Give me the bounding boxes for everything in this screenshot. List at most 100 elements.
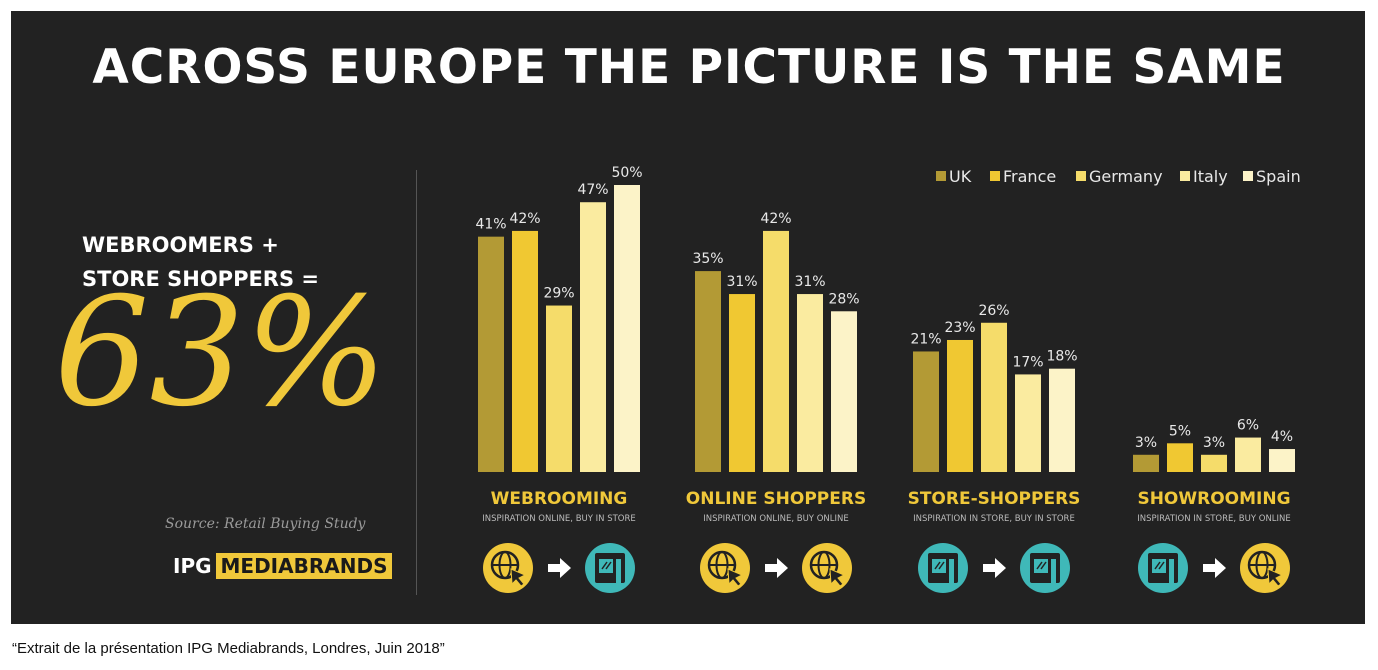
arrow-right-icon bbox=[1203, 558, 1226, 578]
store-icon bbox=[1138, 543, 1188, 593]
category-description: INSPIRATION ONLINE, BUY ONLINE bbox=[703, 514, 848, 524]
arrow-right-icon bbox=[983, 558, 1006, 578]
bar bbox=[831, 311, 857, 472]
legend-item: Italy bbox=[1180, 167, 1228, 186]
legend-label: Spain bbox=[1256, 167, 1301, 186]
data-label: 6% bbox=[1237, 418, 1259, 434]
category-label: SHOWROOMING bbox=[1137, 489, 1290, 509]
cursor-pointer bbox=[727, 568, 744, 587]
headline-percentage: 63% bbox=[54, 266, 388, 440]
bar bbox=[695, 271, 721, 472]
data-label: 3% bbox=[1135, 435, 1157, 451]
window-glare bbox=[1040, 561, 1047, 570]
bar bbox=[947, 339, 973, 472]
caption: “Extrait de la présentation IPG Mediabra… bbox=[12, 640, 445, 657]
bar bbox=[981, 322, 1007, 472]
store-door bbox=[616, 559, 621, 583]
category-label: WEBROOMING bbox=[491, 489, 628, 509]
data-label: 41% bbox=[475, 217, 506, 233]
bar-group: 35%31%42%31%28%ONLINE SHOPPERSINSPIRATIO… bbox=[686, 211, 866, 593]
category-description: INSPIRATION ONLINE, BUY IN STORE bbox=[482, 514, 636, 524]
data-label: 31% bbox=[726, 274, 757, 290]
bar-group: 21%23%26% 17% 18% STORE-SHOPPERS INSPIRATION… bbox=[908, 303, 1081, 593]
data-label: 4% bbox=[1271, 429, 1293, 445]
bar bbox=[1133, 454, 1159, 472]
window-glare bbox=[1036, 561, 1043, 570]
legend-label: Germany bbox=[1089, 167, 1163, 186]
category-description: INSPIRATION IN STORE, BUY IN STORE bbox=[913, 514, 1075, 524]
store-door bbox=[1051, 559, 1056, 583]
window-glare bbox=[934, 561, 941, 570]
bar bbox=[1049, 368, 1075, 472]
globe-cursor-icon bbox=[1240, 543, 1290, 593]
source-note: Source: Retail Buying Study bbox=[165, 516, 366, 532]
data-label: 35% bbox=[692, 251, 723, 267]
store-door bbox=[949, 559, 954, 583]
store-window bbox=[932, 559, 946, 573]
page-title: ACROSS EUROPE THE PICTURE IS THE SAME bbox=[92, 40, 1286, 95]
legend-item: Spain bbox=[1243, 167, 1301, 186]
data-label: 26% bbox=[978, 303, 1009, 319]
cursor-pointer bbox=[1267, 568, 1284, 587]
arrow-right-icon bbox=[765, 558, 788, 578]
window-glare bbox=[1158, 561, 1165, 570]
data-label: 21% bbox=[910, 331, 941, 347]
headline-line-1: WEBROOMERS + bbox=[82, 233, 279, 257]
window-glare bbox=[1154, 561, 1161, 570]
window-glare bbox=[605, 561, 612, 570]
legend-item: Germany bbox=[1076, 167, 1163, 186]
bar-group: 3% 5% 3% 6% 4% SHOWROOMING INSPIRATION IN STOR… bbox=[1133, 418, 1295, 593]
store-icon bbox=[1020, 543, 1070, 593]
bar bbox=[478, 236, 504, 472]
globe-cursor-icon bbox=[700, 543, 750, 593]
legend: UK France Germany Italy Spain bbox=[936, 167, 1301, 186]
headline-line-2: STORE SHOPPERS = bbox=[82, 267, 320, 291]
legend-swatch bbox=[1243, 171, 1253, 181]
bar bbox=[797, 294, 823, 472]
data-label: 50% bbox=[611, 165, 642, 181]
data-label: 28% bbox=[828, 291, 859, 307]
data-label: 17% bbox=[1012, 354, 1043, 370]
icon-background bbox=[483, 543, 533, 593]
legend-item: UK bbox=[936, 167, 972, 186]
bar bbox=[1015, 374, 1041, 472]
window-glare bbox=[601, 561, 608, 570]
bar bbox=[580, 202, 606, 472]
data-label: 42% bbox=[509, 211, 540, 227]
data-label: 3% bbox=[1203, 435, 1225, 451]
brand-prefix: IPG bbox=[173, 554, 212, 578]
data-label: 5% bbox=[1169, 423, 1191, 439]
bar bbox=[512, 230, 538, 472]
infographic-panel bbox=[11, 11, 1365, 624]
headline-label: WEBROOMERS + STORE SHOPPERS = bbox=[82, 228, 319, 296]
bar bbox=[546, 305, 572, 472]
bar bbox=[913, 351, 939, 472]
store-window bbox=[1152, 559, 1166, 573]
store-window bbox=[1034, 559, 1048, 573]
legend-swatch bbox=[990, 171, 1000, 181]
bar bbox=[1235, 437, 1261, 472]
data-label: 42% bbox=[760, 211, 791, 227]
cursor-pointer bbox=[510, 568, 527, 587]
brand-logo: IPG MEDIABRANDS bbox=[173, 552, 393, 580]
globe-cursor-icon bbox=[802, 543, 852, 593]
arrow-right-icon bbox=[548, 558, 571, 578]
icon-background bbox=[802, 543, 852, 593]
legend-swatch bbox=[936, 171, 946, 181]
bar bbox=[614, 185, 640, 472]
data-label: 18% bbox=[1046, 349, 1077, 365]
cursor-pointer bbox=[829, 568, 846, 587]
icon-background bbox=[700, 543, 750, 593]
legend-label: France bbox=[1003, 167, 1056, 186]
store-door bbox=[1169, 559, 1174, 583]
category-label: STORE-SHOPPERS bbox=[908, 489, 1081, 509]
category-description: INSPIRATION IN STORE, BUY ONLINE bbox=[1137, 514, 1291, 524]
bar bbox=[1167, 443, 1193, 472]
divider bbox=[416, 170, 417, 595]
legend-swatch bbox=[1076, 171, 1086, 181]
store-icon bbox=[918, 543, 968, 593]
brand-highlight: MEDIABRANDS bbox=[215, 553, 393, 579]
legend-swatch bbox=[1180, 171, 1190, 181]
bar bbox=[763, 230, 789, 472]
category-label: ONLINE SHOPPERS bbox=[686, 489, 866, 509]
